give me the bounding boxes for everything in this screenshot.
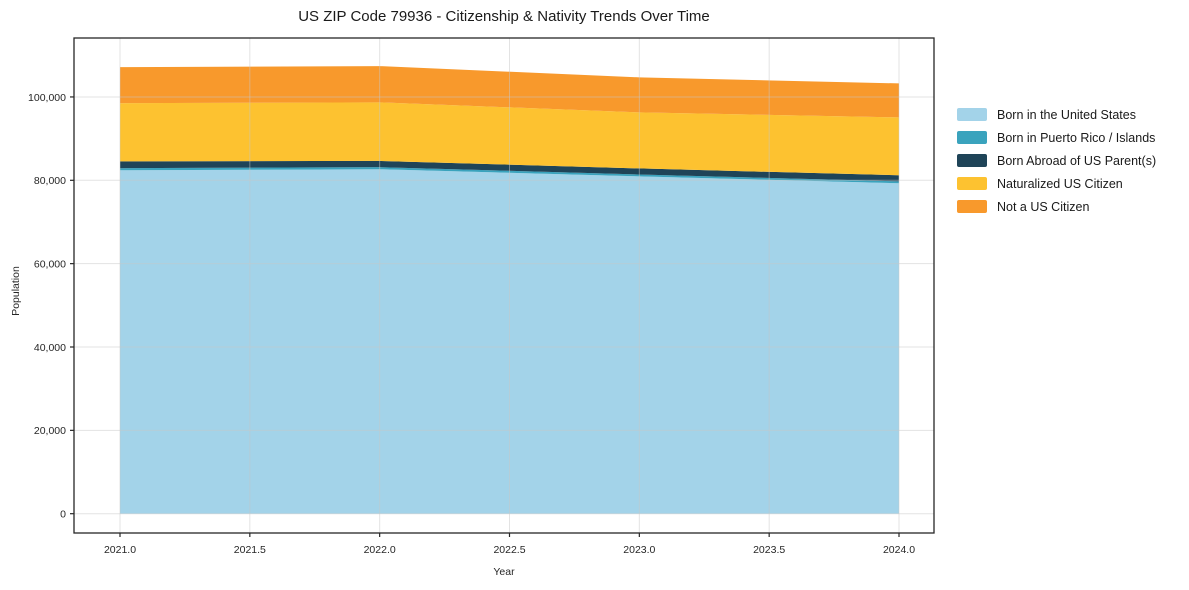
y-tick-label: 20,000 [34,425,66,437]
y-tick-label: 80,000 [34,175,66,187]
legend-swatch-puerto-rico [957,131,987,144]
legend-item: Not a US Citizen [957,195,1156,218]
legend-label: Born in Puerto Rico / Islands [997,130,1156,145]
legend-swatch-born-us [957,108,987,121]
area-series-1 [120,167,899,184]
x-tick-label: 2023.5 [753,544,785,556]
plot-border [73,37,935,534]
legend-swatch-born-abroad [957,154,987,167]
y-tick-label: 100,000 [28,92,66,104]
x-tick-label: 2022.5 [493,544,525,556]
x-tick-label: 2021.0 [104,544,136,556]
legend-label: Not a US Citizen [997,199,1090,214]
legend-item: Born Abroad of US Parent(s) [957,149,1156,172]
x-axis-label: Year [493,566,515,578]
legend-label: Naturalized US Citizen [997,176,1123,191]
chart-title: US ZIP Code 79936 - Citizenship & Nativi… [298,8,710,25]
legend-label: Born in the United States [997,107,1136,122]
y-tick-label: 60,000 [34,258,66,270]
y-tick-label: 0 [60,509,66,521]
legend-item: Naturalized US Citizen [957,172,1156,195]
legend-item: Born in the United States [957,103,1156,126]
y-axis-label: Population [10,266,22,316]
legend-item: Born in Puerto Rico / Islands [957,126,1156,149]
area-series-2 [120,160,899,182]
y-tick-label: 40,000 [34,342,66,354]
legend: Born in the United States Born in Puerto… [957,103,1156,218]
x-tick-label: 2022.0 [364,544,396,556]
legend-label: Born Abroad of US Parent(s) [997,153,1157,168]
x-tick-label: 2024.0 [883,544,915,556]
x-tick-label: 2021.5 [234,544,266,556]
x-tick-label: 2023.0 [623,544,655,556]
legend-swatch-not-citizen [957,200,987,213]
legend-swatch-naturalized [957,177,987,190]
